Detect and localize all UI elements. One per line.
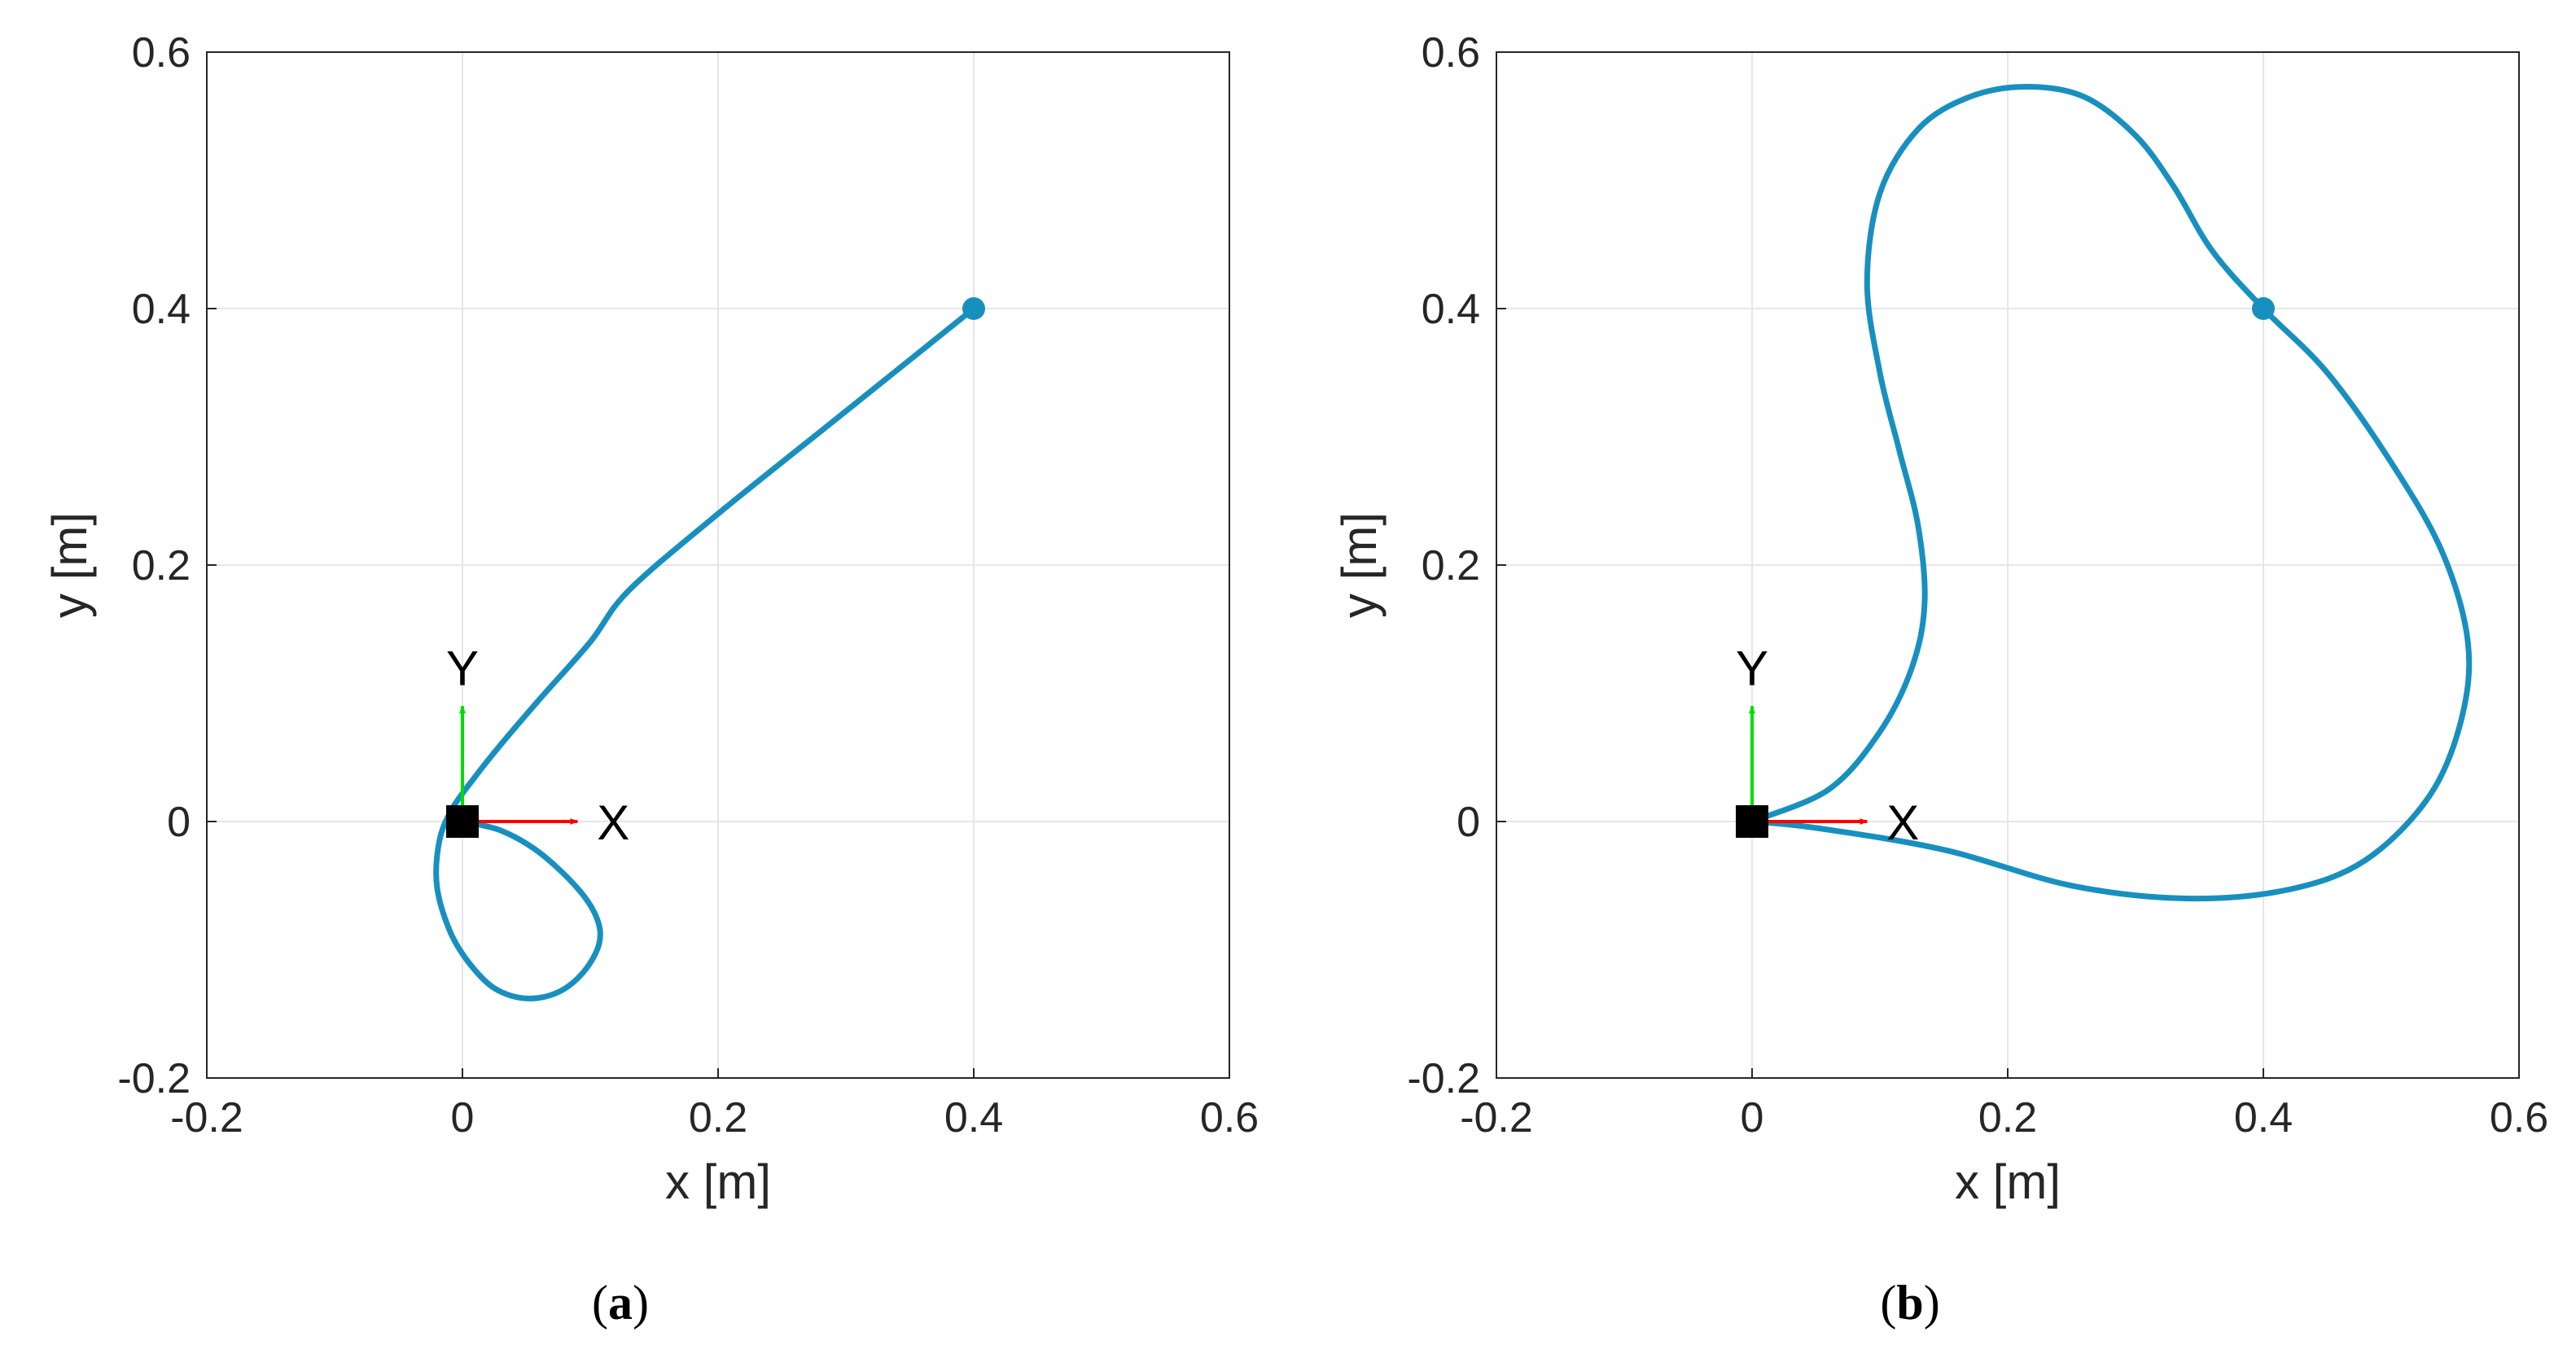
y-tick-label: 0 — [167, 799, 191, 846]
series — [1749, 84, 2473, 902]
x-tick-label: 0.4 — [944, 1094, 1003, 1141]
trajectory-line — [1749, 84, 2473, 902]
panel-a: -0.2 0 0.2 0.4 0.6 -0.200.20.40.6 XY x [m] y… — [42, 29, 1259, 1330]
caption-letter: a — [608, 1276, 633, 1330]
panel-caption: (b) — [1880, 1276, 1939, 1330]
frame-y-label: Y — [446, 641, 479, 695]
x-tick-label: 0.2 — [689, 1094, 747, 1141]
series — [433, 305, 977, 1001]
y-tick-label: 0.4 — [1422, 286, 1480, 333]
y-tick-label: 0.2 — [1422, 542, 1480, 589]
y-tick-label: -0.2 — [117, 1055, 191, 1102]
frame-overlay: XY — [446, 297, 985, 850]
x-tick-label: 0.2 — [1978, 1094, 2037, 1141]
y-tick-label: 0.6 — [132, 29, 191, 77]
y-tick-label: 0.2 — [132, 542, 191, 589]
caption-letter: b — [1896, 1276, 1923, 1330]
x-axis-title: x [m] — [1955, 1155, 2061, 1209]
y-tick-label: 0.6 — [1422, 29, 1480, 77]
x-tick-label: 0.4 — [2234, 1094, 2293, 1141]
y-axis-title: y [m] — [42, 512, 97, 618]
y-tick-labels: -0.2 0 0.2 0.4 0.6 — [117, 29, 191, 1102]
axes-box — [206, 51, 1230, 1079]
start-point-marker — [2252, 297, 2275, 320]
start-point-marker — [962, 297, 985, 320]
caption-close: ) — [633, 1276, 649, 1330]
trajectory-line — [433, 305, 977, 1001]
frame-x-label: X — [1886, 795, 1919, 850]
frame-y-label: Y — [1736, 641, 1768, 695]
origin-marker — [446, 805, 479, 838]
y-tick-label: 0.4 — [132, 286, 191, 333]
panel-caption: (a) — [592, 1276, 649, 1330]
x-tick-label: 0 — [1741, 1094, 1764, 1141]
x-tick-label: -0.2 — [1460, 1094, 1533, 1141]
x-tick-label: -0.2 — [170, 1094, 243, 1141]
x-tick-label: 0 — [451, 1094, 475, 1141]
grid — [207, 52, 1229, 1078]
x-tick-label: 0.6 — [2490, 1094, 2548, 1141]
y-axis-title: y [m] — [1332, 512, 1387, 618]
y-tick-labels: -0.2 0 0.2 0.4 0.6 — [1407, 29, 1480, 1102]
caption-close: ) — [1924, 1276, 1940, 1330]
panel-b: -0.2 0 0.2 0.4 0.6 -0.200.20.40.6 XY x [m] y… — [1332, 29, 2548, 1330]
y-tick-label: 0 — [1457, 799, 1480, 846]
x-axis-title: x [m] — [665, 1155, 771, 1209]
origin-marker — [1736, 805, 1768, 838]
frame-overlay: XY — [1736, 297, 2275, 850]
caption-open: ( — [592, 1276, 608, 1330]
caption-open: ( — [1880, 1276, 1896, 1330]
y-tick-label: -0.2 — [1407, 1055, 1480, 1102]
x-tick-labels: -0.2 0 0.2 0.4 0.6 — [1460, 1094, 2548, 1141]
x-tick-label: 0.6 — [1200, 1094, 1259, 1141]
frame-x-label: X — [597, 795, 629, 850]
x-tick-labels: -0.2 0 0.2 0.4 0.6 — [170, 1094, 1259, 1141]
grid — [1496, 52, 2519, 1078]
axes-box — [1496, 51, 2520, 1079]
